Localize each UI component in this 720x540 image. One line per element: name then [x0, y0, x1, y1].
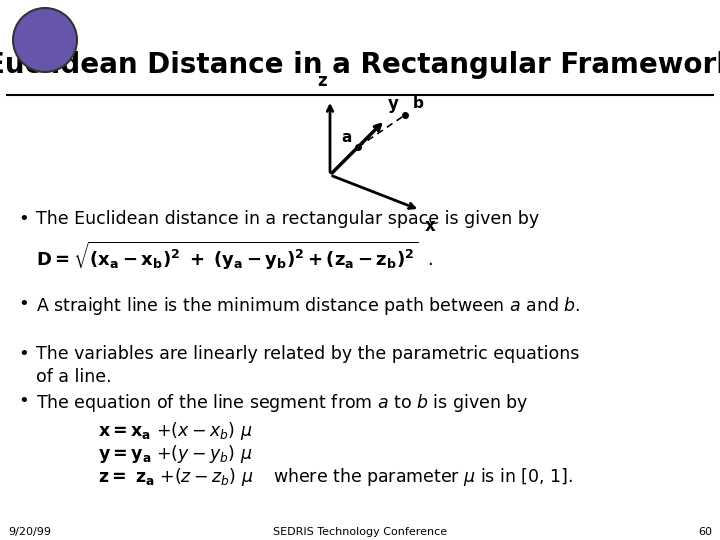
Text: y: y: [388, 95, 399, 113]
Text: •: •: [18, 345, 29, 363]
Text: $\mathbf{D = \sqrt{(x_a - x_b)^2 \ + \ (y_a - y_b)^2 +(z_a - z_b)^2}}$  .: $\mathbf{D = \sqrt{(x_a - x_b)^2 \ + \ (…: [36, 240, 433, 272]
Text: The equation of the line segment from $\mathit{a}$ to $\mathit{b}$ is given by: The equation of the line segment from $\…: [36, 392, 528, 414]
Text: •: •: [18, 295, 29, 313]
Text: $\mathbf{z = \ z_a}$ $+(z - z_b)\ \mu$: $\mathbf{z = \ z_a}$ $+(z - z_b)\ \mu$: [98, 466, 253, 488]
Text: SEDRIS: SEDRIS: [31, 37, 59, 43]
Text: b: b: [413, 96, 424, 111]
Text: where the parameter $\mu$ is in [0, 1].: where the parameter $\mu$ is in [0, 1].: [273, 466, 573, 488]
Text: •: •: [18, 392, 29, 410]
Text: $\mathbf{x = x_a}$ $+ (x - x_b)\ \mu$: $\mathbf{x = x_a}$ $+ (x - x_b)\ \mu$: [98, 420, 252, 442]
Text: •: •: [18, 210, 29, 228]
Circle shape: [13, 8, 77, 72]
Text: The Euclidean distance in a rectangular space is given by: The Euclidean distance in a rectangular …: [36, 210, 539, 228]
Text: The variables are linearly related by the parametric equations: The variables are linearly related by th…: [36, 345, 580, 363]
Text: a: a: [341, 130, 352, 145]
Text: Euclidean Distance in a Rectangular Framework: Euclidean Distance in a Rectangular Fram…: [0, 51, 720, 79]
Text: $\mathbf{y = y_a}$ $+ (y - y_b)\ \mu$: $\mathbf{y = y_a}$ $+ (y - y_b)\ \mu$: [98, 443, 253, 465]
Text: 9/20/99: 9/20/99: [8, 527, 51, 537]
Text: z: z: [318, 72, 327, 90]
Text: A straight line is the minimum distance path between $\mathit{a}$ and $\mathit{b: A straight line is the minimum distance …: [36, 295, 580, 317]
Text: x: x: [425, 217, 436, 235]
Text: 60: 60: [698, 527, 712, 537]
Text: of a line.: of a line.: [36, 368, 112, 386]
Text: SEDRIS Technology Conference: SEDRIS Technology Conference: [273, 527, 447, 537]
